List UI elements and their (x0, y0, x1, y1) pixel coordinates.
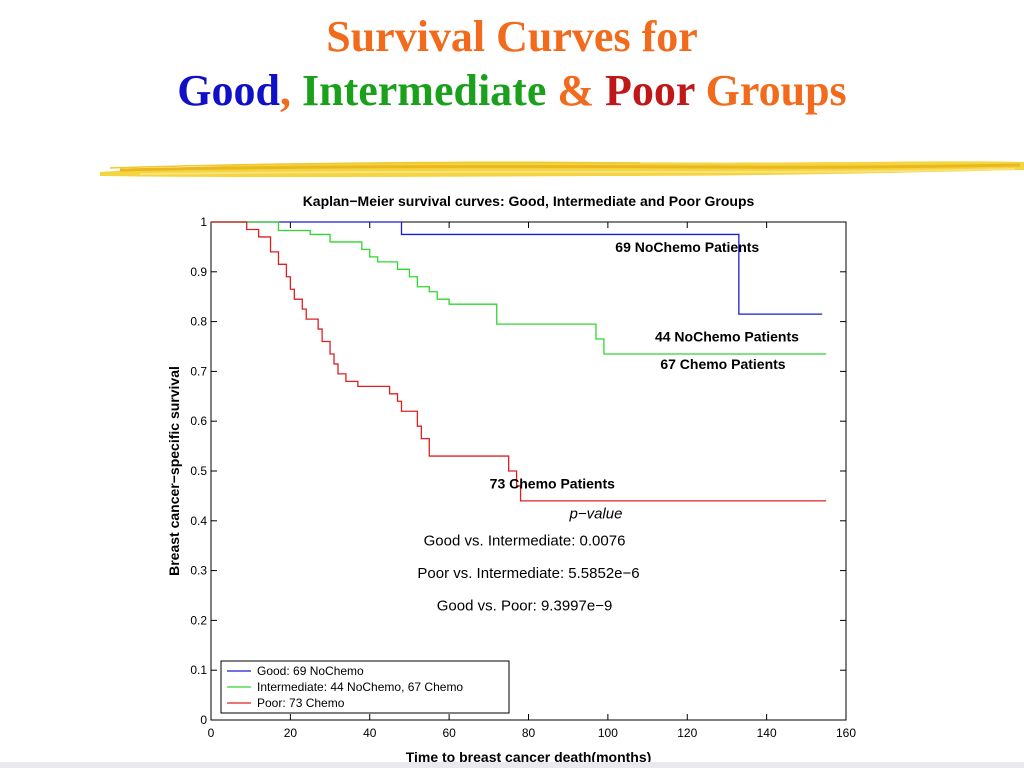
x-axis-label: Time to breast cancer death(months) (406, 749, 652, 765)
legend-label: Good: 69 NoChemo (257, 664, 364, 678)
x-tick-label: 100 (598, 726, 618, 740)
title-line-2: Good, Intermediate & Poor Groups (0, 64, 1024, 118)
bottom-strip (0, 762, 1024, 768)
y-tick-label: 0.9 (190, 265, 207, 279)
annotation: 67 Chemo Patients (660, 356, 785, 372)
annotation: 73 Chemo Patients (490, 475, 615, 491)
x-tick-label: 20 (284, 726, 298, 740)
series-line-1 (211, 221, 823, 315)
legend-box (220, 660, 510, 714)
annotation: Poor vs. Intermediate: 5.5852e−6 (417, 565, 639, 582)
y-axis-label: Breast cancer−specific survival (166, 366, 182, 576)
series-line-3 (211, 221, 827, 502)
title-part: Intermediate (302, 66, 547, 115)
y-tick-label: 0.3 (190, 564, 207, 578)
y-tick-label: 0.2 (190, 613, 207, 627)
y-tick-label: 0.7 (190, 364, 207, 378)
y-tick-label: 1 (200, 215, 207, 229)
title-part: Groups (694, 66, 847, 115)
title-part: Poor (605, 66, 695, 115)
x-tick-label: 160 (836, 726, 856, 740)
x-tick-label: 40 (363, 726, 377, 740)
chart-title: Kaplan−Meier survival curves: Good, Inte… (303, 193, 755, 209)
title-line-1: Survival Curves for (326, 12, 698, 61)
title-part: Good (177, 66, 280, 115)
series-line-2 (211, 221, 827, 355)
y-tick-label: 0.1 (190, 663, 207, 677)
slide-title: Survival Curves for Good, Intermediate &… (0, 10, 1024, 118)
y-tick-label: 0.8 (190, 315, 207, 329)
title-part: , (280, 66, 302, 115)
annotation: 44 NoChemo Patients (655, 329, 799, 345)
brush-stroke-divider (100, 161, 1024, 178)
y-tick-label: 0 (200, 713, 207, 727)
annotation: Good vs. Intermediate: 0.0076 (424, 533, 626, 550)
title-part: & (546, 66, 606, 115)
x-tick-label: 0 (208, 726, 215, 740)
annotation: Good vs. Poor: 9.3997e−9 (437, 597, 613, 614)
annotation: p−value (568, 505, 622, 522)
y-tick-label: 0.4 (190, 514, 207, 528)
x-tick-label: 80 (522, 726, 536, 740)
legend-label: Poor: 73 Chemo (257, 696, 345, 710)
x-tick-label: 60 (442, 726, 456, 740)
plot-frame (210, 221, 847, 721)
x-tick-label: 140 (757, 726, 777, 740)
y-tick-label: 0.5 (190, 464, 207, 478)
y-tick-label: 0.6 (190, 414, 207, 428)
annotation: 69 NoChemo Patients (615, 239, 759, 255)
x-tick-label: 120 (677, 726, 697, 740)
legend-label: Intermediate: 44 NoChemo, 67 Chemo (257, 680, 463, 694)
